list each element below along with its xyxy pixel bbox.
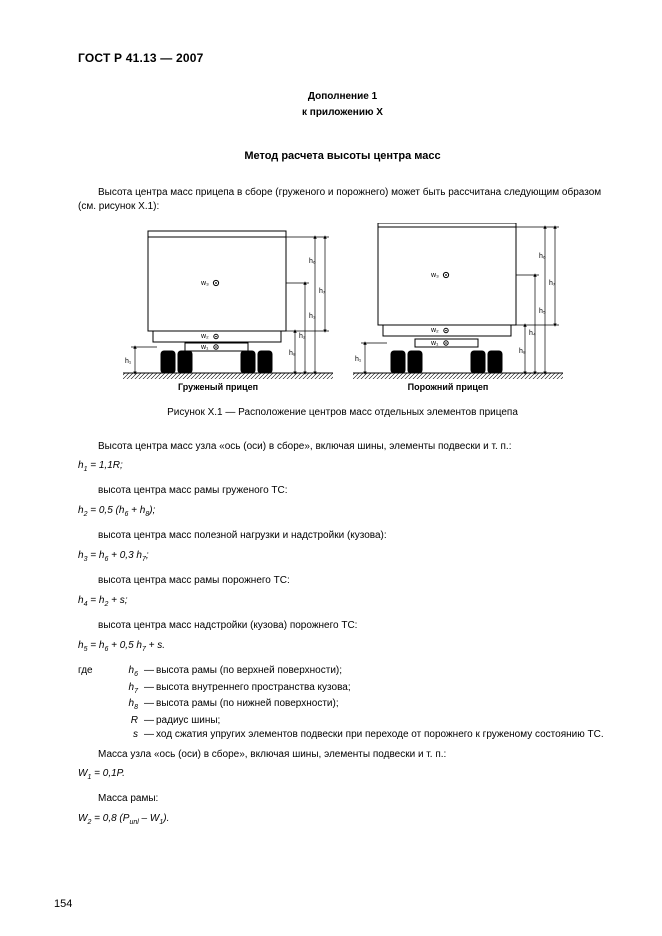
svg-text:h₁: h₁ xyxy=(125,358,132,365)
svg-text:h₃: h₃ xyxy=(309,313,316,320)
formula: h4 = h2 + s; xyxy=(78,594,607,609)
where-row: h8—высота рамы (по нижней поверхности); xyxy=(78,697,607,712)
body-paragraph: высота центра масс полезной нагрузки и н… xyxy=(78,529,607,543)
body-paragraph: высота центра масс надстройки (кузова) п… xyxy=(78,619,607,633)
svg-text:h₇: h₇ xyxy=(319,288,326,295)
svg-text:h₂: h₂ xyxy=(299,333,306,340)
main-title: Метод расчета высоты центра масс xyxy=(78,149,607,164)
page: ГОСТ Р 41.13 — 2007 Дополнение 1 к прило… xyxy=(0,0,662,936)
svg-text:h₆: h₆ xyxy=(309,258,316,265)
tail-block: Масса узла «ось (оси) в сборе», включая … xyxy=(78,748,607,828)
where-row: где h6—высота рамы (по верхней поверхнос… xyxy=(78,664,607,679)
formula: h2 = 0,5 (h6 + h8); xyxy=(78,504,607,519)
formula: W2 = 0,8 (Punl – W1). xyxy=(78,812,607,827)
svg-text:h₈: h₈ xyxy=(519,348,526,355)
where-symbol: h7 xyxy=(104,681,142,696)
where-symbol: h6 xyxy=(104,664,142,679)
svg-text:h₁: h₁ xyxy=(355,356,362,363)
figure-caption: Рисунок X.1 — Расположение центров масс … xyxy=(78,406,607,420)
formula: h5 = h6 + 0,5 h7 + s. xyxy=(78,639,607,654)
svg-text:h₇: h₇ xyxy=(549,280,556,287)
figure-x1: w₁ w₂ w₃ xyxy=(78,223,607,398)
where-row: s—ход сжатия упругих элементов подвески … xyxy=(78,728,607,742)
svg-text:h₄: h₄ xyxy=(529,330,536,337)
intro-paragraph: Высота центра масс прицепа в сборе (груж… xyxy=(78,186,607,213)
where-row: R—радиус шины; xyxy=(78,714,607,728)
trailer-diagram-svg: w₁ w₂ w₃ xyxy=(113,223,573,398)
svg-text:w₂: w₂ xyxy=(430,327,439,334)
body-paragraph: Масса узла «ось (оси) в сборе», включая … xyxy=(78,748,607,762)
where-text: высота внутреннего пространства кузова; xyxy=(156,681,607,696)
svg-text:w₃: w₃ xyxy=(430,272,439,279)
where-text: высота рамы (по верхней поверхности); xyxy=(156,664,607,679)
where-text: высота рамы (по нижней поверхности); xyxy=(156,697,607,712)
body-paragraph: высота центра масс рамы груженого ТС: xyxy=(78,484,607,498)
document-header: ГОСТ Р 41.13 — 2007 xyxy=(78,50,607,66)
formula: h1 = 1,1R; xyxy=(78,459,607,474)
where-row: h7—высота внутреннего пространства кузов… xyxy=(78,681,607,696)
svg-text:h₆: h₆ xyxy=(539,253,546,260)
body-paragraph: Масса рамы: xyxy=(78,792,607,806)
body-paragraph: высота центра масс рамы порожнего ТС: xyxy=(78,574,607,588)
where-text: ход сжатия упругих элементов подвески пр… xyxy=(156,728,607,742)
where-block: где h6—высота рамы (по верхней поверхнос… xyxy=(78,664,607,741)
where-symbol: s xyxy=(104,728,142,742)
fig-left-label: Груженый прицеп xyxy=(177,382,257,392)
formula: h3 = h6 + 0,3 h7; xyxy=(78,549,607,564)
where-text: радиус шины; xyxy=(156,714,607,728)
body-block: Высота центра масс узла «ось (оси) в сбо… xyxy=(78,440,607,655)
svg-text:h₈: h₈ xyxy=(289,350,296,357)
body-paragraph: Высота центра масс узла «ось (оси) в сбо… xyxy=(78,440,607,454)
annex-line: к приложению X xyxy=(78,106,607,120)
where-symbol: R xyxy=(104,714,142,728)
svg-text:h₅: h₅ xyxy=(539,308,546,315)
svg-text:w₁: w₁ xyxy=(430,340,439,347)
where-symbol: h8 xyxy=(104,697,142,712)
fig-right-label: Порожний прицеп xyxy=(407,382,488,392)
page-number: 154 xyxy=(54,897,72,912)
supplement-line: Дополнение 1 xyxy=(78,90,607,104)
formula: W1 = 0,1P. xyxy=(78,767,607,782)
